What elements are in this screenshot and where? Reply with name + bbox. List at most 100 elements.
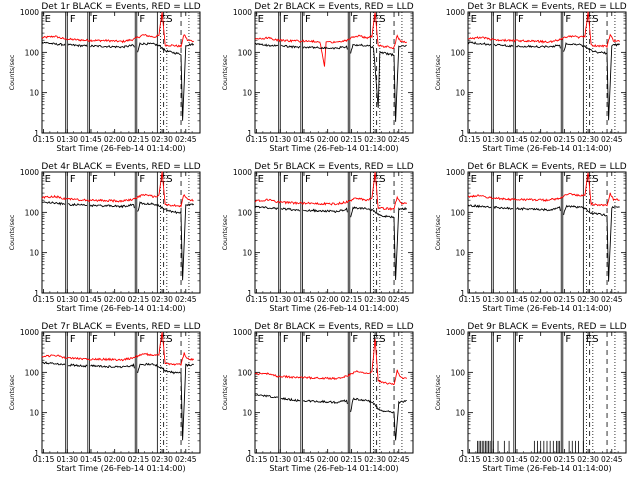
lld-series-line [467, 11, 621, 49]
y-tick-label: 10 [29, 409, 39, 418]
flag-label: F [518, 174, 524, 185]
flag-label: F [352, 174, 358, 185]
y-tick-label: 1000 [20, 328, 39, 337]
y-tick-label: 10 [29, 249, 39, 258]
lld-series-line [467, 172, 620, 207]
flag-label: ES [586, 14, 599, 25]
y-axis-label: Counts/sec [221, 374, 229, 410]
flag-label: F [305, 14, 311, 25]
flag-label: F [518, 334, 524, 345]
y-tick-label: 1000 [446, 168, 465, 177]
detector-panel-3: Det 3r BLACK = Events, RED = LLD E F F F ES 1 1… [434, 2, 627, 153]
flag-label: ES [160, 334, 173, 345]
x-axis-label: Start Time (26-Feb-14 01:14:00) [269, 144, 398, 153]
y-tick-label: 10 [242, 409, 252, 418]
detector-panel-2: Det 2r BLACK = Events, RED = LLD E F F F ES 1 1… [221, 2, 414, 153]
flag-label: F [496, 334, 502, 345]
x-tick-label: 02:45 [601, 135, 623, 144]
lld-series-line [254, 338, 408, 385]
flag-label: E [45, 174, 51, 185]
panel-title: Det 2r BLACK = Events, RED = LLD [254, 2, 413, 12]
y-tick-label: 1000 [233, 328, 252, 337]
x-tick-label: 01:30 [482, 295, 504, 304]
flag-label: ES [373, 14, 386, 25]
flag-label: E [471, 174, 477, 185]
y-tick-label: 100 [451, 48, 466, 57]
x-tick-label: 02:15 [341, 455, 363, 464]
x-tick-label: 02:45 [601, 295, 623, 304]
y-tick-label: 10 [242, 89, 252, 98]
x-tick-label: 02:15 [128, 455, 150, 464]
flag-label: E [45, 334, 51, 345]
x-tick-label: 02:45 [388, 455, 410, 464]
panel-title: Det 8r BLACK = Events, RED = LLD [254, 322, 413, 332]
y-axis-label: Counts/sec [221, 214, 229, 250]
x-tick-label: 01:30 [482, 135, 504, 144]
events-series-line [254, 42, 407, 122]
x-tick-label: 01:15 [246, 455, 268, 464]
detector-panel-1: Det 1r BLACK = Events, RED = LLD E F F F ES 1 1… [8, 2, 201, 153]
y-tick-label: 1000 [233, 8, 252, 17]
events-series-line [254, 205, 408, 281]
lld-series-line [41, 11, 194, 49]
flag-label: F [565, 334, 571, 345]
y-tick-label: 100 [238, 48, 253, 57]
x-tick-label: 01:45 [293, 135, 315, 144]
x-tick-label: 02:15 [554, 295, 576, 304]
panel-title: Det 4r BLACK = Events, RED = LLD [41, 162, 200, 172]
x-tick-label: 02:45 [601, 455, 623, 464]
y-tick-label: 1000 [446, 328, 465, 337]
x-tick-label: 02:15 [341, 295, 363, 304]
x-axis-label: Start Time (26-Feb-14 01:14:00) [482, 144, 611, 153]
x-tick-label: 02:45 [388, 295, 410, 304]
x-tick-label: 02:30 [151, 455, 173, 464]
y-tick-label: 1 [34, 449, 39, 458]
x-tick-label: 02:30 [151, 135, 173, 144]
events-series-line [41, 201, 194, 281]
flag-label: F [139, 174, 145, 185]
flag-label: F [92, 14, 98, 25]
lld-series-line [41, 171, 194, 208]
y-tick-label: 100 [25, 208, 40, 217]
y-tick-label: 10 [29, 89, 39, 98]
y-tick-label: 1000 [233, 168, 252, 177]
y-axis-label: Counts/sec [8, 214, 16, 250]
flag-label: E [45, 14, 51, 25]
x-tick-label: 01:15 [459, 295, 481, 304]
x-tick-label: 02:45 [175, 295, 197, 304]
y-tick-label: 1 [34, 289, 39, 298]
x-tick-label: 02:30 [364, 455, 386, 464]
panel-title: Det 5r BLACK = Events, RED = LLD [254, 162, 413, 172]
flag-label: ES [586, 174, 599, 185]
flag-label: F [283, 174, 289, 185]
flag-label: F [565, 14, 571, 25]
x-tick-label: 02:15 [554, 135, 576, 144]
events-series-line [467, 41, 621, 121]
x-axis-label: Start Time (26-Feb-14 01:14:00) [482, 464, 611, 473]
flag-label: F [496, 174, 502, 185]
flag-label: ES [160, 14, 173, 25]
x-tick-label: 01:30 [269, 295, 291, 304]
x-tick-label: 02:15 [128, 135, 150, 144]
panel-title: Det 1r BLACK = Events, RED = LLD [41, 2, 200, 12]
x-tick-label: 01:30 [482, 455, 504, 464]
flag-label: E [258, 334, 264, 345]
detector-panel-7: Det 7r BLACK = Events, RED = LLD E F F F ES 1 1… [8, 322, 201, 473]
panel-title: Det 7r BLACK = Events, RED = LLD [41, 322, 200, 332]
x-tick-label: 02:00 [317, 135, 339, 144]
y-tick-label: 100 [25, 48, 40, 57]
x-axis-label: Start Time (26-Feb-14 01:14:00) [56, 464, 185, 473]
y-tick-label: 100 [25, 368, 40, 377]
flag-label: F [305, 174, 311, 185]
x-tick-label: 02:30 [577, 135, 599, 144]
y-axis-label: Counts/sec [434, 214, 442, 250]
y-tick-label: 100 [451, 368, 466, 377]
flag-label: F [518, 14, 524, 25]
flag-label: F [352, 14, 358, 25]
x-tick-label: 01:45 [506, 455, 528, 464]
flag-label: F [352, 334, 358, 345]
x-tick-label: 02:15 [128, 295, 150, 304]
flag-label: F [305, 334, 311, 345]
flag-label: F [70, 334, 76, 345]
